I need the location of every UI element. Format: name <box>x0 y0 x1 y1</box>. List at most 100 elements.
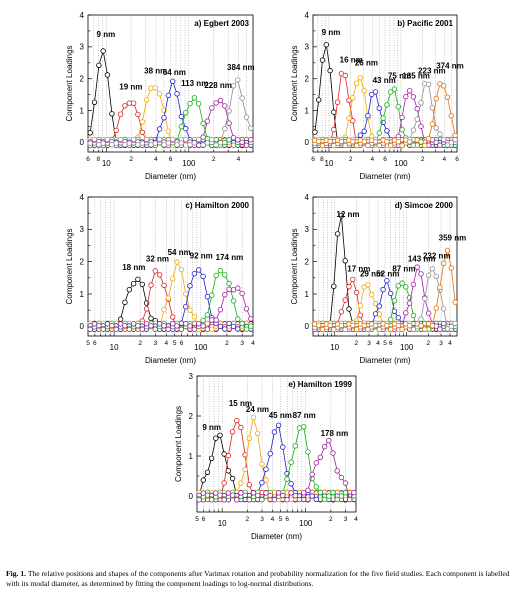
mode-annotation: 45 nm <box>269 411 292 420</box>
data-point <box>222 326 228 332</box>
data-point <box>441 260 447 266</box>
data-point <box>243 114 250 120</box>
figure-caption: Fig. 1. The relative positions and shape… <box>6 569 514 589</box>
data-point <box>395 315 401 321</box>
data-point <box>410 127 417 133</box>
data-point <box>433 305 439 311</box>
data-point <box>235 326 241 332</box>
x-axis-label: Diameter (nm) <box>251 532 302 541</box>
data-point <box>422 295 428 302</box>
data-point <box>292 443 298 449</box>
x-tick-label: 4 <box>443 156 447 163</box>
data-point <box>156 272 163 278</box>
data-point <box>178 113 185 120</box>
data-point <box>250 490 257 496</box>
y-tick-label: 4 <box>305 193 310 202</box>
data-point <box>130 321 137 327</box>
data-point <box>334 231 341 237</box>
data-point <box>433 95 439 102</box>
data-point <box>122 103 128 109</box>
mode-annotation: 232 nm <box>423 252 451 261</box>
data-point <box>230 323 237 330</box>
mode-annotation: 143 nm <box>408 255 436 264</box>
y-tick-label: 4 <box>305 11 310 20</box>
x-tick-label: 6 <box>86 156 90 163</box>
data-point <box>169 136 176 143</box>
data-point <box>209 136 215 143</box>
x-tick-label: 100 <box>299 519 313 528</box>
data-point <box>399 280 405 286</box>
x-tick-label: 2 <box>329 516 333 523</box>
data-point <box>213 490 219 496</box>
data-point <box>130 281 137 287</box>
data-point <box>191 314 198 320</box>
data-point <box>418 323 424 329</box>
data-point <box>191 140 198 146</box>
data-point <box>200 490 206 496</box>
data-point <box>148 282 154 288</box>
x-tick-label: 6 <box>169 156 173 163</box>
data-point <box>301 490 307 496</box>
data-point <box>372 300 379 307</box>
data-point <box>448 265 454 271</box>
data-point <box>376 303 382 309</box>
data-point <box>441 320 447 327</box>
data-point <box>406 88 413 94</box>
data-point <box>391 298 398 304</box>
data-point <box>410 94 417 100</box>
x-tick-label: 4 <box>448 340 452 347</box>
x-axis-label: Diameter (nm) <box>145 356 196 365</box>
data-point <box>200 142 206 148</box>
data-point <box>275 422 282 428</box>
data-point <box>156 321 163 327</box>
x-tick-label: 2 <box>138 340 142 347</box>
data-point <box>331 326 337 333</box>
data-point <box>399 126 405 133</box>
x-tick-label: 3 <box>154 340 158 347</box>
x-tick-label: 6 <box>455 156 459 163</box>
data-point <box>113 140 119 146</box>
data-point <box>235 316 241 322</box>
data-point <box>165 140 171 146</box>
data-point <box>200 134 206 140</box>
data-point <box>213 100 219 106</box>
data-point <box>174 91 180 97</box>
data-point <box>267 492 273 499</box>
y-tick-label: 3 <box>80 43 85 52</box>
data-point <box>178 266 185 273</box>
data-point <box>353 289 360 296</box>
data-point <box>195 321 202 327</box>
data-point <box>376 142 382 149</box>
data-point <box>87 140 93 146</box>
caption-label: Fig. 1. <box>6 569 27 578</box>
data-point <box>414 116 420 122</box>
data-point <box>395 283 401 289</box>
data-point <box>309 493 315 499</box>
data-point <box>305 487 311 493</box>
data-point <box>313 496 319 503</box>
data-point <box>346 115 352 121</box>
data-point <box>317 454 324 460</box>
data-point <box>126 326 132 333</box>
data-point <box>234 417 240 424</box>
data-point <box>271 429 278 435</box>
mode-annotation: 54 nm <box>168 248 191 257</box>
data-point <box>437 131 443 137</box>
data-point <box>200 317 206 324</box>
data-point <box>406 323 413 329</box>
data-point <box>422 142 428 149</box>
data-point <box>204 469 211 475</box>
data-point <box>238 490 244 496</box>
x-tick-label: 5 <box>383 340 387 347</box>
data-point <box>342 142 348 149</box>
data-point <box>87 130 93 136</box>
mode-annotation: 38 nm <box>144 67 167 76</box>
mode-annotation: 113 nm <box>181 79 208 88</box>
data-point <box>200 273 206 280</box>
data-point <box>429 266 436 272</box>
data-point <box>104 321 111 327</box>
data-point <box>113 326 119 333</box>
x-tick-label: 4 <box>164 340 168 347</box>
x-tick-label: 6 <box>180 340 184 347</box>
